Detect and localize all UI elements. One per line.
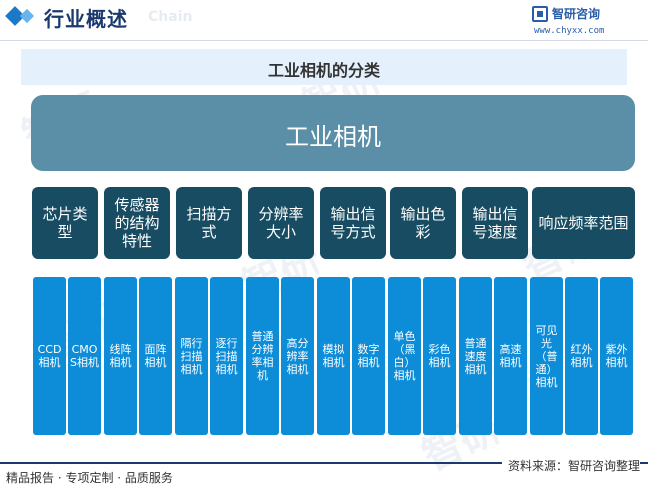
leaf-node: 逐行扫描相机 [210,277,243,435]
source-note: 资料来源：智研咨询整理 [501,457,640,474]
leaf-node: 彩色相机 [423,277,456,435]
leaf-node: 单色（黑白）相机 [388,277,421,435]
root-node-label: 工业相机 [285,123,381,151]
logo-icon [532,6,548,22]
header-divider [0,40,648,41]
section-ghost-text: Chain [148,9,193,25]
category-node: 扫描方式 [176,187,242,259]
category-node: 输出信号方式 [320,187,386,259]
leaf-node: 面阵相机 [139,277,172,435]
diagram-title: 工业相机的分类 [267,61,380,80]
leaf-node: 隔行扫描相机 [175,277,208,435]
leaf-node: 紫外相机 [600,277,633,435]
leaf-node: 线阵相机 [104,277,137,435]
leaf-node: 模拟相机 [317,277,350,435]
footer-divider [0,462,648,464]
category-node: 响应频率范围 [532,187,635,259]
category-node: 传感器的结构特性 [104,187,170,259]
category-node: 输出信号速度 [462,187,528,259]
leaf-node: 可见光（普通）相机 [530,277,563,435]
brand-url: www.chyxx.com [534,26,605,36]
leaf-node: 数字相机 [352,277,385,435]
leaf-node: 普通分辨率相机 [246,277,279,435]
leaf-node: CMOS相机 [68,277,101,435]
leaf-node: 高分辨率相机 [281,277,314,435]
leaf-node: CCD相机 [33,277,66,435]
brand-logo: 智研咨询 www.chyxx.com [528,5,638,41]
leaf-node: 高速相机 [494,277,527,435]
footer-slogan: 精品报告 · 专项定制 · 品质服务 [6,471,173,485]
category-node: 输出色彩 [390,187,456,259]
leaf-node: 普通速度相机 [459,277,492,435]
category-node: 分辨率大小 [248,187,314,259]
diamond-icon [19,8,35,24]
section-title: 行业概述 [44,7,128,31]
diagram-title-band: 工业相机的分类 [21,49,627,85]
category-node: 芯片类型 [32,187,98,259]
page-header: 行业概述 Chain 智研咨询 www.chyxx.com [0,0,648,36]
brand-name: 智研咨询 [552,7,601,21]
root-node: 工业相机 [31,95,635,171]
leaf-node: 红外相机 [565,277,598,435]
